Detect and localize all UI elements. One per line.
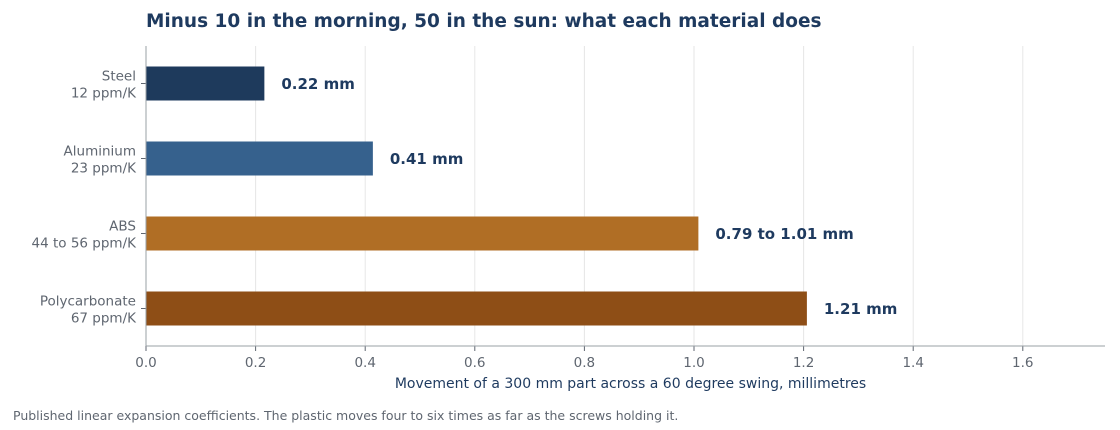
data-label: 0.79 to 1.01 mm <box>715 225 853 243</box>
category-name: Polycarbonate <box>40 294 136 310</box>
category-coefficient: 67 ppm/K <box>71 311 137 327</box>
x-axis-title: Movement of a 300 mm part across a 60 de… <box>395 376 866 392</box>
category-name: Aluminium <box>64 144 136 160</box>
x-tick-label: 0.4 <box>354 355 375 371</box>
data-label: 0.22 mm <box>281 75 355 93</box>
chart-title: Minus 10 in the morning, 50 in the sun: … <box>146 11 822 32</box>
category-name: Steel <box>102 69 136 85</box>
x-tick-label: 1.0 <box>683 355 704 371</box>
data-label: 1.21 mm <box>824 300 898 318</box>
bar-steel <box>146 66 265 101</box>
category-coefficient: 12 ppm/K <box>71 86 137 102</box>
x-tick-label: 1.4 <box>902 355 923 371</box>
x-tick-label: 0.8 <box>574 355 595 371</box>
bar-aluminium <box>146 141 373 176</box>
bar-abs <box>146 216 699 251</box>
bar-polycarbonate <box>146 291 807 326</box>
footnote: Published linear expansion coefficients.… <box>13 408 679 423</box>
x-tick-label: 0.2 <box>245 355 266 371</box>
bars <box>146 66 807 326</box>
x-tick-label: 0.6 <box>464 355 485 371</box>
x-tick-label: 1.2 <box>793 355 814 371</box>
data-label: 0.41 mm <box>390 150 464 168</box>
x-tick-label: 0.0 <box>135 355 156 371</box>
category-name: ABS <box>109 219 136 235</box>
x-tick-label: 1.6 <box>1012 355 1033 371</box>
axes <box>141 46 1105 351</box>
category-coefficient: 23 ppm/K <box>71 161 137 177</box>
category-coefficient: 44 to 56 ppm/K <box>32 236 138 252</box>
